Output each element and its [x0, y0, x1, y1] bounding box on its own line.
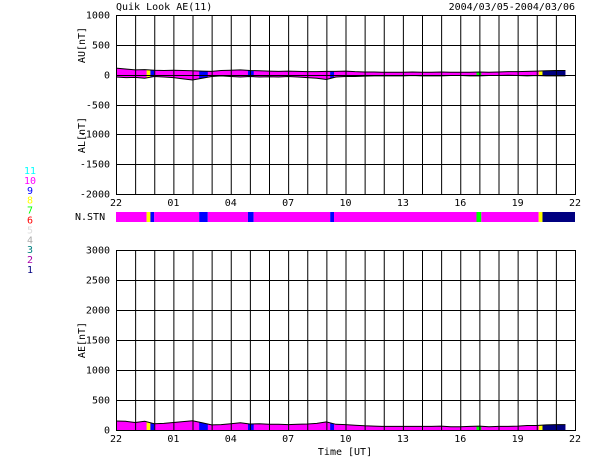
y-tick-label: 1000	[86, 366, 110, 377]
y-axis-label: AE[nT]	[77, 322, 88, 358]
y-tick-label: 2500	[86, 276, 110, 287]
x-tick-label: 19	[512, 434, 524, 445]
station-bar-segment	[542, 212, 575, 222]
area-fill	[116, 68, 566, 81]
x-tick-label: 16	[454, 434, 466, 445]
station-segment	[199, 68, 208, 81]
station-bar-segment	[330, 212, 335, 222]
station-segment	[542, 420, 566, 430]
station-bar-segment	[199, 212, 208, 222]
station-segment	[476, 68, 482, 81]
y-tick-label: 1000	[86, 11, 110, 22]
y-tick-label: 0	[104, 426, 110, 437]
x-tick-label: 22	[569, 434, 581, 445]
y-axis-label: AU[nT]	[77, 27, 88, 63]
x-tick-label: 01	[167, 434, 179, 445]
station-bar-segment	[150, 212, 155, 222]
y-tick-label: -1500	[80, 160, 110, 171]
station-segment	[150, 420, 155, 430]
y-tick-label: 2000	[86, 306, 110, 317]
legend-label: 7	[27, 206, 33, 217]
station-bar-segment	[146, 212, 151, 222]
y-tick-label: 3000	[86, 246, 110, 257]
station-bar-segment	[116, 212, 147, 222]
station-segment	[330, 68, 335, 81]
y-tick-label: -1000	[80, 130, 110, 141]
x-tick-label: 22	[110, 198, 122, 209]
chart-title: Quik Look AE(11)	[116, 2, 212, 13]
legend-label: 8	[27, 196, 33, 207]
x-tick-label: 07	[282, 434, 294, 445]
x-tick-label: 01	[167, 198, 179, 209]
plot-frame	[116, 250, 576, 431]
station-bar-segment	[253, 212, 331, 222]
legend-label: 5	[27, 225, 33, 236]
station-bar-segment	[334, 212, 477, 222]
x-tick-label: 22	[110, 434, 122, 445]
station-bar-segment	[538, 212, 543, 222]
station-bar-segment	[154, 212, 200, 222]
legend-label: 6	[27, 216, 33, 227]
x-tick-label: 16	[454, 198, 466, 209]
legend-label: 2	[27, 255, 33, 266]
station-segment	[542, 68, 566, 81]
legend-label: 3	[27, 245, 33, 256]
station-segment	[146, 68, 151, 81]
station-segment	[330, 420, 335, 430]
legend-label: 11	[24, 166, 36, 177]
date-range: 2004/03/05-2004/03/06	[449, 2, 575, 13]
x-tick-label: 22	[569, 198, 581, 209]
y-tick-label: 500	[92, 41, 110, 52]
x-tick-label: 07	[282, 198, 294, 209]
plot-frame	[116, 15, 576, 195]
y-tick-label: 500	[92, 396, 110, 407]
area-line	[115, 67, 566, 73]
x-tick-label: 13	[397, 198, 409, 209]
x-tick-label: 04	[225, 434, 237, 445]
x-tick-label: 10	[339, 198, 351, 209]
legend-label: 1	[27, 265, 33, 276]
station-label: N.STN	[75, 212, 105, 223]
station-segment	[146, 420, 151, 430]
y-tick-label: -2000	[80, 190, 110, 201]
station-bar-segment	[247, 212, 254, 222]
x-tick-label: 10	[339, 434, 351, 445]
legend-label: 4	[27, 235, 33, 246]
area-fill	[116, 420, 566, 430]
station-bar-segment	[207, 212, 248, 222]
station-bar-segment	[481, 212, 539, 222]
station-segment	[199, 420, 208, 430]
y-tick-label: 0	[104, 71, 110, 82]
y-tick-label: 1500	[86, 336, 110, 347]
area-line	[115, 420, 566, 428]
station-bar-segment	[476, 212, 482, 222]
station-segment	[538, 68, 543, 81]
x-tick-label: 13	[397, 434, 409, 445]
y-axis-label: AL[nT]	[77, 117, 88, 153]
x-axis-label: Time [UT]	[318, 447, 372, 458]
legend-label: 10	[24, 176, 36, 187]
station-segment	[150, 68, 155, 81]
y-tick-label: -500	[86, 101, 110, 112]
legend-label: 9	[27, 186, 33, 197]
x-tick-label: 19	[512, 198, 524, 209]
x-tick-label: 04	[225, 198, 237, 209]
